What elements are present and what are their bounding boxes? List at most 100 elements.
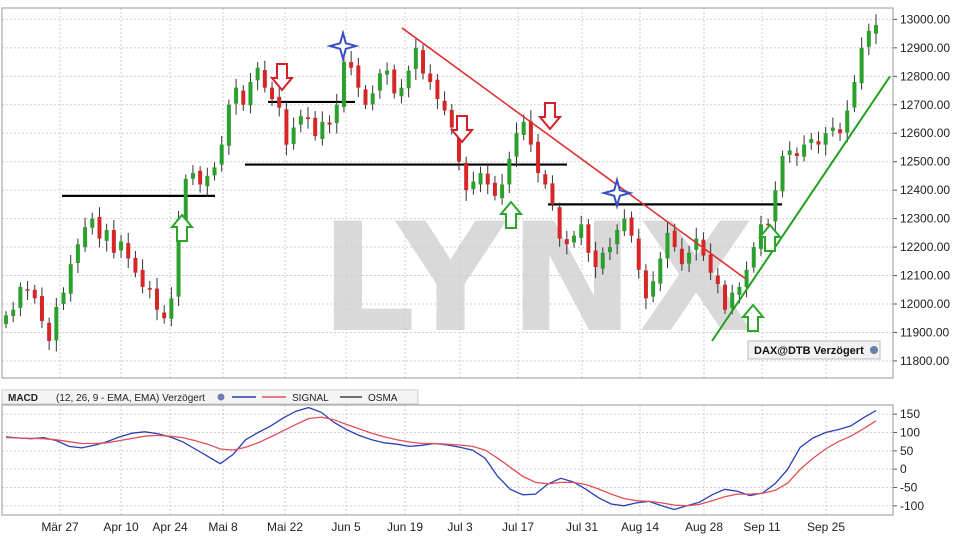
candle-body — [183, 178, 188, 221]
candle-body — [564, 239, 569, 245]
candle — [39, 287, 44, 329]
macd-tick-label: -50 — [900, 481, 918, 495]
candle-body — [485, 173, 490, 185]
candle — [97, 207, 102, 248]
candle-body — [47, 322, 52, 341]
candle-body — [61, 292, 66, 304]
candle-body — [514, 133, 519, 157]
candle — [435, 74, 440, 110]
up-arrow-icon — [757, 223, 783, 252]
candle — [557, 202, 562, 247]
candle-body — [349, 62, 354, 68]
macd-legend-title: MACD — [8, 393, 38, 404]
candle-body — [4, 315, 8, 324]
candle-body — [838, 129, 843, 134]
price-tick-label: 12400.00 — [900, 183, 950, 197]
up-arrow-icon — [740, 303, 766, 332]
candle — [802, 135, 807, 162]
candle-body — [305, 117, 310, 119]
candle — [320, 111, 325, 146]
candle — [341, 54, 346, 113]
candle — [874, 14, 878, 45]
instrument-badge-label: DAX@DTB Verzögert — [754, 345, 864, 357]
candle-body — [176, 218, 181, 297]
up-arrow-icon — [498, 200, 524, 229]
candle-body — [751, 247, 756, 268]
candle — [284, 103, 289, 156]
candle — [262, 60, 267, 93]
candle — [794, 147, 799, 166]
candle — [715, 267, 720, 294]
candle — [370, 85, 375, 111]
candle-body — [363, 89, 368, 105]
x-tick-label: Mai 8 — [208, 520, 238, 534]
candle-body — [730, 292, 735, 308]
candle-body — [737, 286, 742, 295]
candle-body — [104, 230, 109, 241]
candle-body — [385, 70, 390, 75]
candle-body — [500, 184, 505, 199]
signal-line — [5, 416, 877, 507]
date-axis: Mär 27 Apr 10 Apr 24 Mai 8 Mai 22 Jun 5 Jun 19… — [41, 520, 845, 534]
candle — [226, 99, 231, 155]
down-arrow-icon — [269, 63, 295, 92]
price-tick-label: 11900.00 — [900, 325, 949, 339]
candle — [751, 242, 756, 273]
macd-tick-label: 0 — [900, 462, 907, 476]
candle-body — [284, 109, 289, 145]
candle — [636, 228, 641, 279]
candle — [672, 223, 677, 252]
candle-body — [255, 67, 260, 81]
candle-body — [68, 264, 73, 294]
candle-body — [543, 174, 548, 185]
candle — [500, 173, 505, 205]
candle — [385, 62, 390, 85]
candle — [18, 282, 23, 317]
candle-body — [119, 241, 124, 251]
candle — [248, 72, 253, 114]
candle — [356, 57, 361, 98]
candle — [90, 212, 95, 235]
candle-body — [507, 158, 512, 185]
candle — [564, 230, 569, 255]
candle-body — [536, 141, 541, 174]
candle — [298, 109, 303, 133]
macd-settings-icon[interactable] — [217, 393, 225, 401]
candle-body — [607, 247, 612, 253]
x-tick-label: Mai 22 — [267, 520, 303, 534]
candle-body — [377, 73, 382, 91]
candle — [183, 174, 188, 226]
candle — [816, 131, 821, 154]
candle-body — [248, 82, 253, 106]
candle — [528, 110, 533, 153]
candle-body — [277, 96, 282, 108]
candle — [277, 87, 282, 117]
macd-grid — [2, 405, 893, 515]
candle — [787, 141, 792, 163]
candle-body — [219, 144, 224, 165]
candle-body — [234, 87, 239, 104]
candle — [154, 277, 159, 321]
candle — [349, 50, 354, 76]
candle-body — [687, 252, 692, 264]
candle-body — [75, 244, 80, 264]
uptrend-line — [711, 75, 891, 342]
candle — [421, 44, 426, 80]
signal-markers — [169, 29, 783, 332]
badge-globe-icon[interactable] — [870, 346, 878, 354]
candle — [313, 111, 318, 141]
candle — [773, 181, 778, 233]
candle — [75, 238, 80, 273]
candle-body — [54, 306, 59, 341]
candle — [119, 234, 124, 259]
candle-body — [140, 269, 145, 287]
candle-body — [147, 288, 152, 290]
support-resistance-lines — [62, 100, 782, 206]
candle — [140, 259, 145, 294]
candle-body — [694, 238, 699, 250]
candle-body — [111, 230, 116, 253]
candle-body — [154, 288, 159, 310]
candle-body — [744, 269, 749, 287]
star-icon — [600, 176, 634, 210]
candle-body — [866, 30, 871, 47]
